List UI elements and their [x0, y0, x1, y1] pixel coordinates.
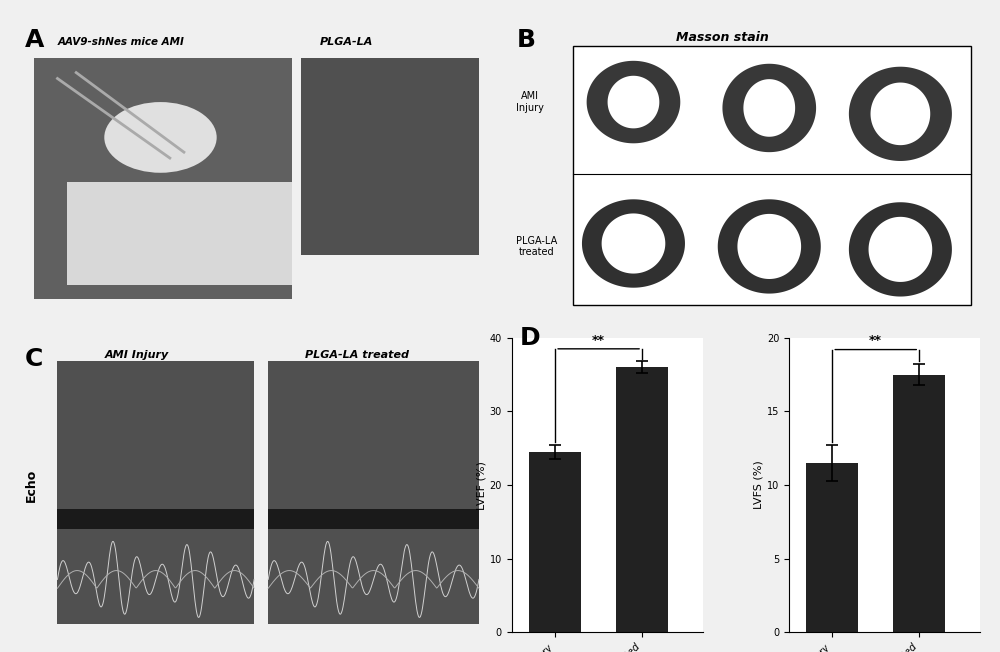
Polygon shape: [582, 200, 685, 288]
Bar: [268, 509, 479, 529]
Polygon shape: [718, 200, 821, 293]
Bar: [34, 58, 292, 299]
Text: PLGA-LA treated: PLGA-LA treated: [305, 349, 409, 359]
Text: AMI
Injury: AMI Injury: [516, 91, 544, 113]
Y-axis label: LVEF (%): LVEF (%): [477, 461, 487, 510]
Polygon shape: [871, 83, 930, 145]
Text: Masson stain: Masson stain: [676, 31, 769, 44]
Bar: [57, 361, 254, 623]
Text: D: D: [520, 326, 541, 350]
Text: AAV9-shNes mice AMI: AAV9-shNes mice AMI: [57, 37, 184, 47]
Circle shape: [104, 102, 217, 173]
Polygon shape: [67, 182, 292, 285]
Polygon shape: [587, 61, 680, 143]
Polygon shape: [849, 67, 952, 161]
Polygon shape: [722, 64, 816, 152]
Bar: [268, 361, 479, 623]
Text: A: A: [25, 29, 44, 52]
Text: AMI Injury: AMI Injury: [105, 349, 169, 359]
Bar: [806, 463, 858, 632]
Text: PLGA-LA: PLGA-LA: [320, 37, 373, 47]
Bar: [529, 452, 581, 632]
Polygon shape: [608, 76, 659, 128]
Bar: [57, 509, 254, 529]
Polygon shape: [602, 213, 665, 274]
Text: **: **: [869, 334, 882, 347]
Bar: [301, 58, 479, 256]
Polygon shape: [869, 217, 932, 282]
Polygon shape: [849, 202, 952, 297]
Y-axis label: LVFS (%): LVFS (%): [754, 461, 764, 509]
Text: **: **: [592, 334, 605, 347]
Polygon shape: [737, 214, 801, 279]
Bar: [893, 375, 945, 632]
Text: Echo: Echo: [25, 469, 38, 502]
Bar: [573, 46, 971, 305]
Polygon shape: [743, 79, 795, 137]
Bar: [616, 367, 668, 632]
Text: PLGA-LA
treated: PLGA-LA treated: [516, 235, 558, 258]
Text: C: C: [25, 347, 43, 370]
Text: B: B: [516, 29, 535, 52]
